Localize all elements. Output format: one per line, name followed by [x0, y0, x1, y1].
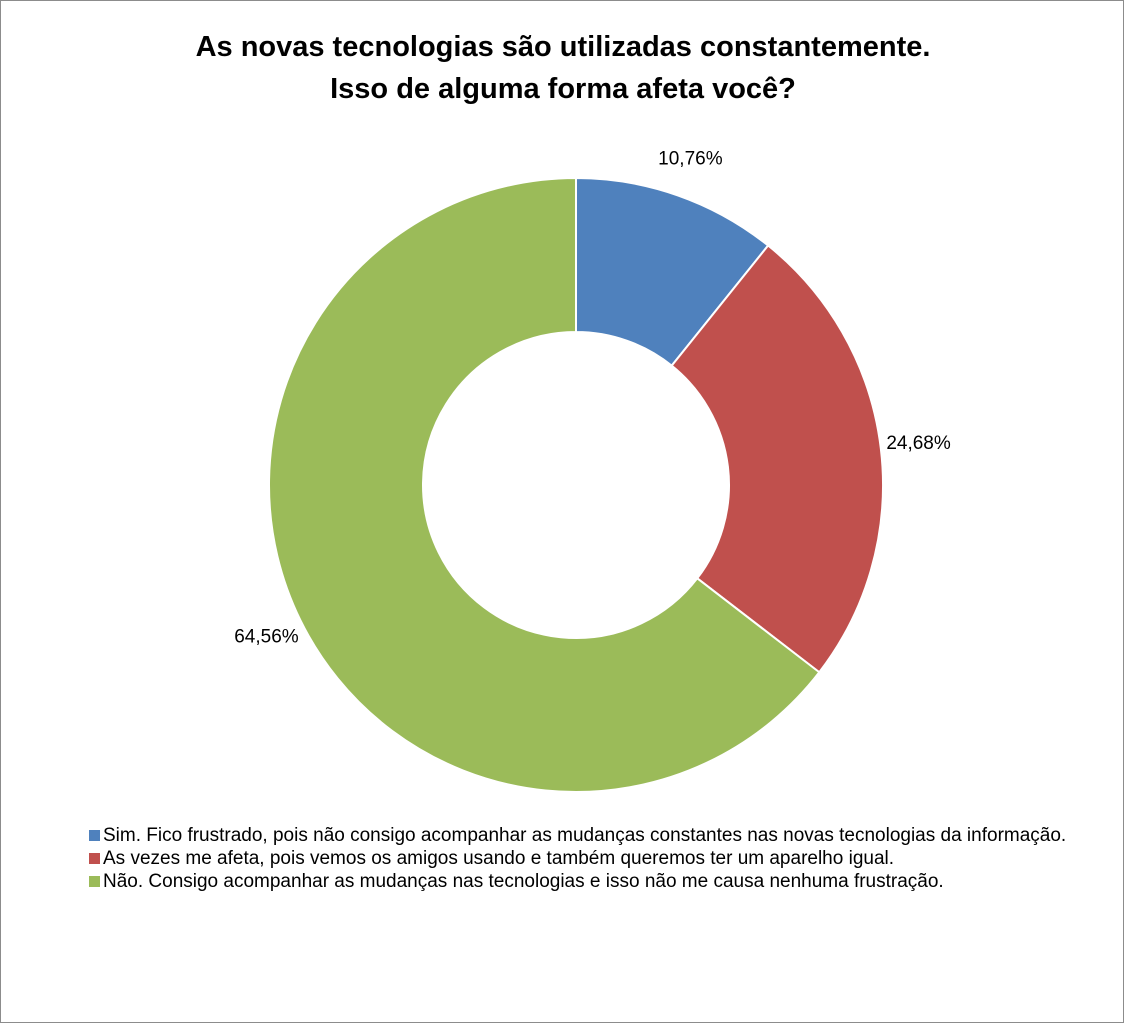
- chart-title: As novas tecnologias são utilizadas cons…: [196, 31, 931, 63]
- data-label: 10,76%: [658, 149, 723, 170]
- data-label: 64,56%: [234, 626, 299, 647]
- legend-item: Não. Consigo acompanhar as mudanças nas …: [89, 870, 1089, 893]
- chart-title: Isso de alguma forma afeta você?: [330, 73, 796, 105]
- donut-slice: [670, 244, 884, 674]
- legend-item: As vezes me afeta, pois vemos os amigos …: [89, 847, 1089, 870]
- legend: Sim. Fico frustrado, pois não consigo ac…: [89, 824, 1089, 893]
- legend-label: As vezes me afeta, pois vemos os amigos …: [103, 848, 895, 869]
- legend-label: Sim. Fico frustrado, pois não consigo ac…: [103, 825, 1067, 846]
- legend-swatch: [89, 876, 100, 887]
- legend-item: Sim. Fico frustrado, pois não consigo ac…: [89, 824, 1089, 847]
- legend-label: Não. Consigo acompanhar as mudanças nas …: [103, 871, 944, 892]
- legend-swatch: [89, 830, 100, 841]
- donut-slice: [268, 176, 821, 793]
- legend-swatch: [89, 853, 100, 864]
- data-label: 24,68%: [886, 433, 951, 454]
